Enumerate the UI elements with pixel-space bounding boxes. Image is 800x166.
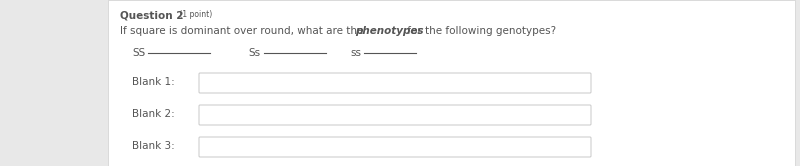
Text: Question 2: Question 2 [120,10,183,20]
Text: Ss: Ss [248,48,260,58]
Text: phenotypes: phenotypes [355,26,423,36]
Text: (1 point): (1 point) [177,10,212,19]
FancyBboxPatch shape [108,0,795,166]
Text: ss: ss [350,48,361,58]
Text: Blank 3:: Blank 3: [132,141,175,151]
FancyBboxPatch shape [199,137,591,157]
FancyBboxPatch shape [199,73,591,93]
Text: Blank 2:: Blank 2: [132,109,175,119]
FancyBboxPatch shape [199,105,591,125]
Text: for the following genotypes?: for the following genotypes? [404,26,556,36]
Text: Blank 1:: Blank 1: [132,77,175,87]
Text: If square is dominant over round, what are the: If square is dominant over round, what a… [120,26,366,36]
Text: SS: SS [132,48,146,58]
